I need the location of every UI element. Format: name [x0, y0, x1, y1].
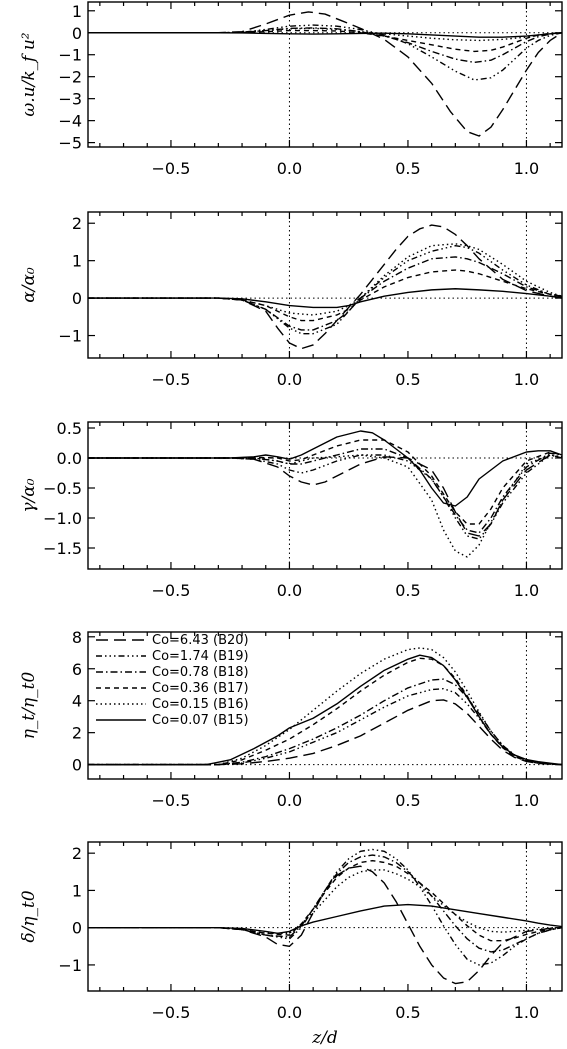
series-line-1 [88, 454, 563, 537]
y-tick-label: −1 [58, 327, 82, 346]
legend-label: Co=6.43 (B20) [152, 633, 249, 648]
x-tick-label: 0.0 [277, 159, 302, 178]
series-line-3 [88, 854, 563, 953]
series-line-6 [88, 32, 563, 38]
series-line-5 [88, 454, 563, 558]
series-line-2 [88, 244, 563, 335]
legend-label: Co=0.07 (B15) [152, 713, 249, 728]
y-tick-label: −1 [58, 956, 82, 975]
y-tick-label: 0 [72, 919, 82, 938]
x-tick-label: 0.5 [395, 159, 420, 178]
x-tick-label: −0.5 [152, 581, 191, 600]
y-tick-label: −4 [58, 112, 82, 131]
series-line-1 [88, 699, 563, 766]
y-tick-label: −0.5 [43, 479, 82, 498]
y-axis-label: δ/η_t0 [19, 890, 39, 942]
x-tick-label: 1.0 [514, 1003, 539, 1022]
x-tick-label: 0.0 [277, 791, 302, 810]
y-tick-label: −1 [58, 46, 82, 65]
y-tick-label: 1 [72, 252, 82, 271]
x-tick-label: 0.5 [395, 370, 420, 389]
x-tick-label: 1.0 [514, 791, 539, 810]
legend-label: Co=1.74 (B19) [152, 649, 249, 664]
panel-5: −0.5 0.0 0.5 1.0 2 1 0 −1 δ/η_t0 z/d [19, 841, 563, 1048]
series-line-1 [88, 224, 563, 350]
y-tick-label: −1.0 [43, 509, 82, 528]
series-line-1 [88, 11, 563, 137]
x-axis-label: z/d [311, 1028, 338, 1048]
y-tick-label: 0.0 [57, 449, 82, 468]
x-tick-label: 0.0 [277, 370, 302, 389]
series-line-2 [88, 848, 563, 966]
y-tick-label: 8 [72, 628, 82, 647]
series-line-2 [88, 454, 563, 540]
y-axis-label: ω.u/k_f u² [19, 32, 39, 116]
plot-frame [87, 421, 563, 570]
y-tick-label: 2 [72, 214, 82, 233]
series-line-5 [88, 243, 563, 316]
series-line-6 [88, 430, 563, 507]
panel-2: −0.5 0.0 0.5 1.0 2 1 0 −1 α/α₀ [19, 211, 563, 389]
y-tick-label: 0 [72, 289, 82, 308]
y-tick-label: 0.5 [57, 419, 82, 438]
x-tick-label: −0.5 [152, 159, 191, 178]
y-tick-label: 1 [72, 881, 82, 900]
x-tick-label: −0.5 [152, 370, 191, 389]
y-axis-label: γ/α₀ [19, 478, 39, 512]
x-tick-label: −0.5 [152, 1003, 191, 1022]
legend-label: Co=0.15 (B16) [152, 697, 249, 712]
plot-frame [87, 631, 563, 780]
series-line-6 [88, 654, 563, 766]
series-line-3 [88, 678, 563, 766]
panel-3: −0.5 0.0 0.5 1.0 0.5 0.0 −0.5 −1.0 −1.5 γ/α₀ [19, 419, 563, 600]
y-tick-label: −5 [58, 134, 82, 153]
y-tick-label: 0 [72, 24, 82, 43]
x-tick-label: 0.5 [395, 581, 420, 600]
series-line-3 [88, 27, 563, 64]
series-line-5 [88, 27, 563, 42]
x-tick-label: 1.0 [514, 370, 539, 389]
series-line-2 [88, 24, 563, 81]
series-line-4 [88, 859, 563, 942]
plot-frame [87, 211, 563, 359]
x-tick-label: 0.0 [277, 1003, 302, 1022]
series-line-3 [88, 256, 563, 331]
series-line-1 [88, 865, 563, 985]
legend-label: Co=0.36 (B17) [152, 681, 249, 696]
plot-frame [87, 1, 563, 148]
y-axis-label: α/α₀ [19, 267, 39, 303]
series-line-4 [88, 657, 563, 766]
y-tick-label: −2 [58, 68, 82, 87]
y-tick-label: −1.5 [43, 539, 82, 558]
y-tick-label: 1 [72, 2, 82, 21]
y-tick-label: 4 [72, 692, 82, 711]
x-tick-label: 0.5 [395, 1003, 420, 1022]
y-tick-label: −3 [58, 90, 82, 109]
x-tick-label: 0.0 [277, 581, 302, 600]
y-tick-label: 0 [72, 756, 82, 775]
y-tick-label: 2 [72, 724, 82, 743]
x-tick-label: −0.5 [152, 791, 191, 810]
series-line-5 [88, 869, 563, 934]
series-line-6 [88, 903, 563, 934]
panel-1: −0.5 0.0 0.5 1.0 1 0 −1 −2 −3 −4 −5 ω.u/k_f u² [19, 1, 563, 178]
x-tick-label: 1.0 [514, 581, 539, 600]
series-line-3 [88, 448, 563, 534]
x-tick-label: 1.0 [514, 159, 539, 178]
y-tick-label: 6 [72, 660, 82, 679]
series-line-4 [88, 269, 563, 322]
series-line-4 [88, 29, 563, 53]
legend-label: Co=0.78 (B18) [152, 665, 249, 680]
series-line-4 [88, 439, 563, 525]
x-tick-label: 0.5 [395, 791, 420, 810]
legend: Co=6.43 (B20)Co=1.74 (B19)Co=0.78 (B18)C… [96, 633, 249, 728]
y-axis-label: η_t/η_t0 [19, 672, 39, 740]
series-line-6 [88, 288, 563, 309]
y-tick-label: 2 [72, 844, 82, 863]
plot-frame [87, 841, 563, 992]
